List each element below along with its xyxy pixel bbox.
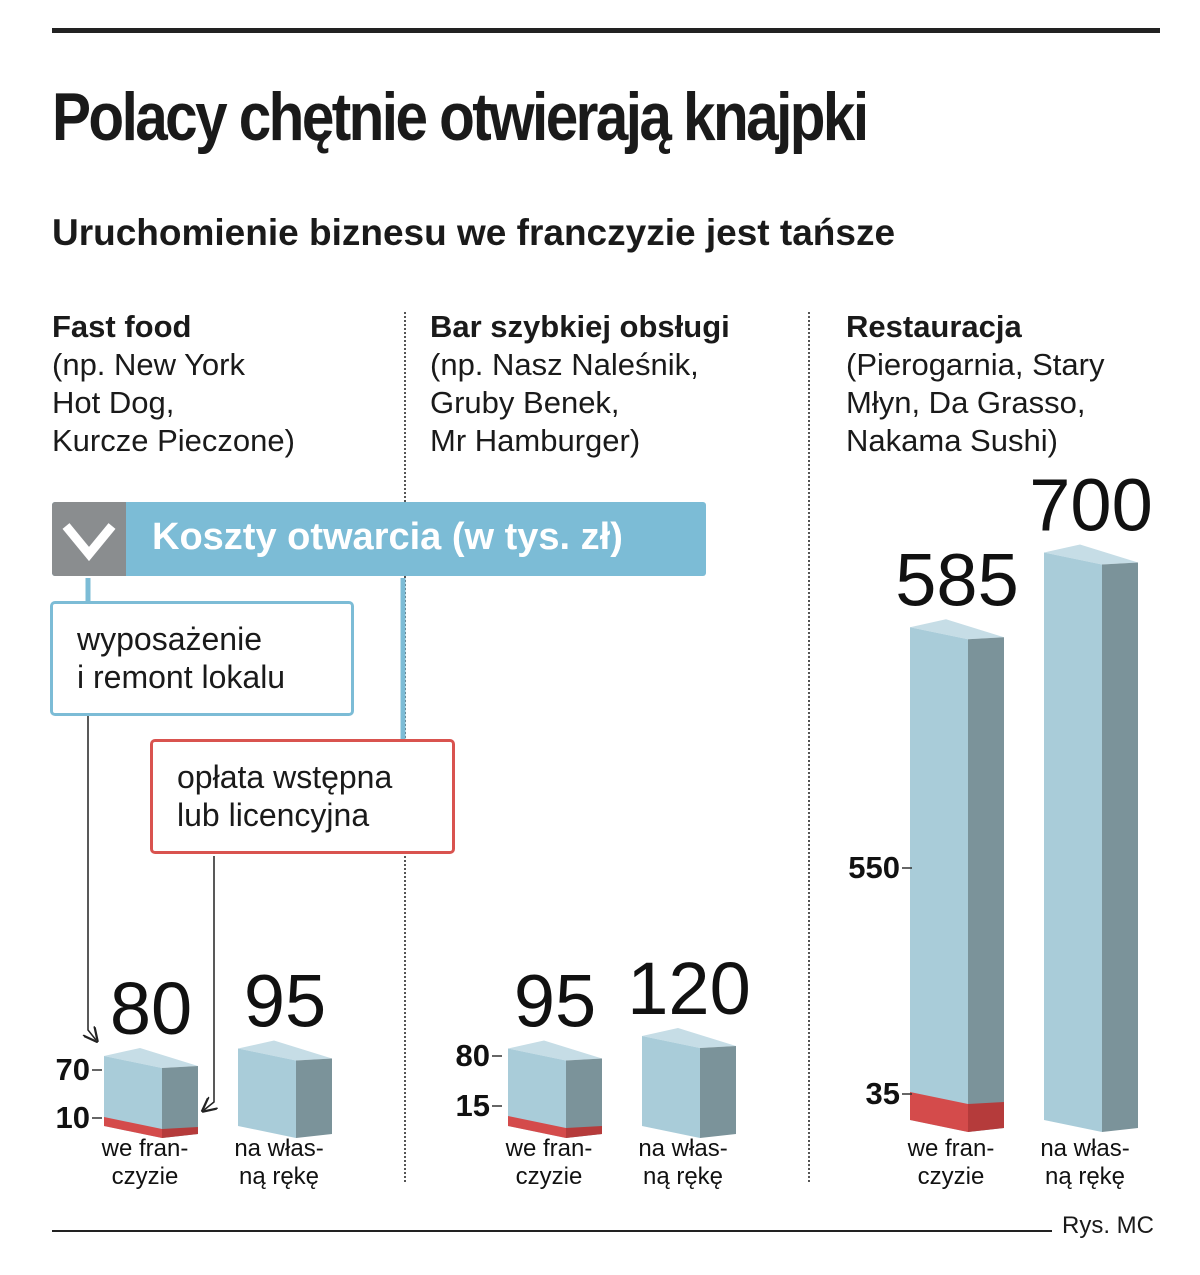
category-restaurant: Restauracja (Pierogarnia, Stary Młyn, Da… <box>846 308 1104 460</box>
category-desc-line: Nakama Sushi) <box>846 423 1058 458</box>
bar-front-face <box>508 1048 566 1138</box>
bar-fee-segment <box>104 1117 162 1138</box>
bar-front-face <box>642 1036 700 1138</box>
legend-connectors <box>88 578 406 1110</box>
column-separator <box>808 312 810 1182</box>
bar-side-face <box>566 1058 602 1138</box>
category-title: Restauracja <box>846 309 1022 344</box>
credit: Rys. MC <box>1062 1212 1154 1239</box>
equipment-callout: wyposażenie i remont lokalu <box>50 601 354 716</box>
chart-title: Polacy chętnie otwierają knajpki <box>52 79 869 155</box>
bar-value-label: 120 <box>627 947 750 1030</box>
category-title: Fast food <box>52 309 192 344</box>
bar-value-label: 95 <box>514 960 596 1043</box>
bar-front-face <box>1044 552 1102 1132</box>
category-desc-line: Młyn, Da Grasso, <box>846 385 1086 420</box>
bar-side-face <box>700 1046 736 1138</box>
category-label: na włas- <box>638 1135 727 1162</box>
fee-callout-line: opłata wstępna <box>177 759 393 795</box>
category-bar: Bar szybkiej obsługi (np. Nasz Naleśnik,… <box>430 308 730 460</box>
bar-fee-segment <box>910 1092 968 1132</box>
category-label: we fran- <box>907 1135 995 1162</box>
axis-label: 15 <box>456 1088 490 1123</box>
equipment-callout-line: wyposażenie <box>77 621 262 657</box>
bar-fee-segment-side <box>968 1102 1004 1132</box>
axis-label: 70 <box>56 1052 90 1087</box>
category-label: czyzie <box>918 1163 985 1190</box>
category-desc-line: (np. New York <box>52 347 245 382</box>
category-label: ną rękę <box>1045 1163 1125 1190</box>
chart-marks: 80 we fran-czyzie 95 na włas-ną rękę 70 10 95 w… <box>56 464 1153 1191</box>
bar-fee-segment <box>508 1116 566 1138</box>
bar-top-face <box>238 1040 332 1061</box>
legend-label: Koszty otwarcia (w tys. zł) <box>152 516 623 558</box>
category-desc-line: (np. Nasz Naleśnik, <box>430 347 699 382</box>
bar-value-label: 95 <box>244 960 326 1043</box>
category-label: we fran- <box>505 1135 593 1162</box>
bar-value-label: 700 <box>1029 464 1152 547</box>
bar-top-face <box>910 619 1004 640</box>
category-desc-line: Mr Hamburger) <box>430 423 641 458</box>
legend-bar <box>52 502 706 576</box>
category-title: Bar szybkiej obsługi <box>430 309 730 344</box>
axis-label: 80 <box>456 1038 490 1073</box>
category-label: czyzie <box>112 1163 179 1190</box>
bar-side-face <box>296 1058 332 1138</box>
bar-front-face <box>910 627 968 1132</box>
bar-top-face <box>642 1028 736 1048</box>
bar-fee-segment-side <box>566 1126 602 1138</box>
bar-side-face <box>162 1066 198 1138</box>
bar-front-face <box>104 1056 162 1138</box>
legend-connector <box>204 856 214 1110</box>
equipment-callout-line: i remont lokalu <box>77 659 286 695</box>
chevron-down-icon <box>52 502 126 576</box>
category-label: we fran- <box>101 1135 189 1162</box>
legend-connector <box>88 716 96 1040</box>
bar-top-face <box>1044 544 1138 565</box>
category-label: czyzie <box>516 1163 583 1190</box>
category-fast-food: Fast food (np. New York Hot Dog, Kurcze … <box>52 308 295 460</box>
category-label: ną rękę <box>643 1163 723 1190</box>
category-desc-line: Gruby Benek, <box>430 385 620 420</box>
category-desc-line: Kurcze Pieczone) <box>52 423 295 458</box>
fee-callout: opłata wstępna lub licencyjna <box>150 739 455 854</box>
category-desc-line: (Pierogarnia, Stary <box>846 347 1105 382</box>
axis-label: 550 <box>848 850 900 885</box>
category-label: na włas- <box>234 1135 323 1162</box>
bar-side-face <box>1102 562 1138 1132</box>
chart-subtitle: Uruchomienie biznesu we franczyzie jest … <box>52 212 896 253</box>
fee-callout-line: lub licencyjna <box>177 797 370 833</box>
axis-label: 35 <box>866 1076 900 1111</box>
bar-front-face <box>238 1048 296 1138</box>
top-rule <box>52 28 1160 33</box>
category-label: na włas- <box>1040 1135 1129 1162</box>
axis-label: 10 <box>56 1100 90 1135</box>
bar-fee-segment-side <box>162 1127 198 1138</box>
category-desc-line: Hot Dog, <box>52 385 175 420</box>
bar-side-face <box>968 637 1004 1132</box>
bar-value-label: 585 <box>895 538 1018 621</box>
bottom-rule <box>52 1230 1052 1232</box>
bar-top-face <box>508 1040 602 1061</box>
bar-top-face <box>104 1048 198 1068</box>
bar-value-label: 80 <box>110 967 192 1050</box>
category-label: ną rękę <box>239 1163 319 1190</box>
